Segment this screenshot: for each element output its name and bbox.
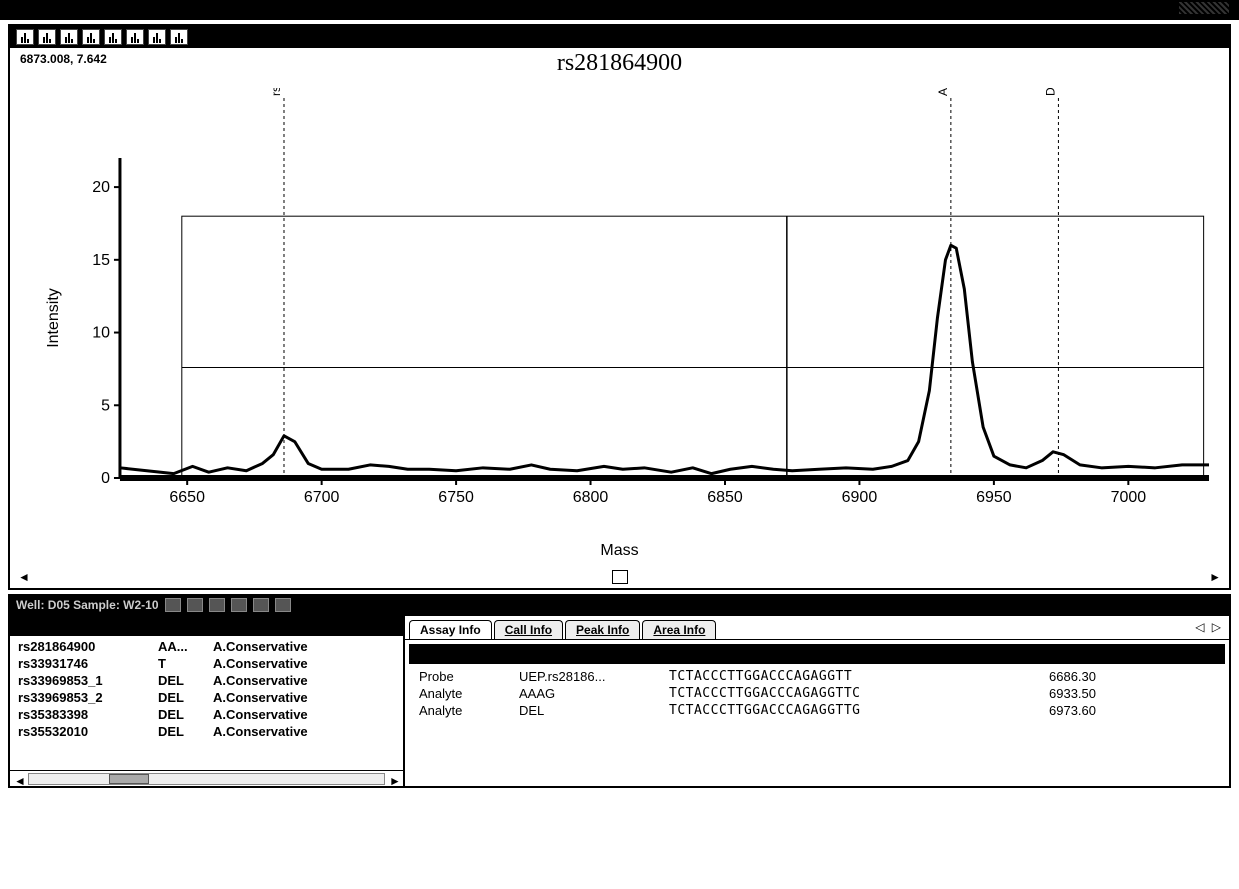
assay-table[interactable]: ProbeUEP.rs28186...TCTACCCTTGGACCCAGAGGT… bbox=[405, 664, 1229, 723]
table-row[interactable]: rs33931746TA.Conservative bbox=[14, 655, 399, 672]
well-sample-title: Well: D05 Sample: W2-10 bbox=[16, 598, 159, 612]
cursor-readout: 6873.008, 7.642 bbox=[20, 52, 107, 66]
scroll-left-icon[interactable]: ◄ bbox=[18, 570, 30, 584]
toolbar-icon[interactable] bbox=[253, 598, 269, 612]
info-tabs: Assay InfoCall InfoPeak InfoArea Info ◁ ▷ bbox=[405, 616, 1229, 640]
svg-text:15: 15 bbox=[92, 252, 110, 269]
toolbar-icon[interactable] bbox=[165, 598, 181, 612]
toolbar-icon[interactable] bbox=[148, 29, 166, 45]
toolbar-icon[interactable] bbox=[82, 29, 100, 45]
assay-table-header bbox=[409, 644, 1225, 664]
scroll-thumb[interactable] bbox=[109, 774, 149, 784]
toolbar-icon[interactable] bbox=[38, 29, 56, 45]
toolbar-icon[interactable] bbox=[126, 29, 144, 45]
svg-text:6750: 6750 bbox=[438, 489, 474, 506]
scroll-left-icon[interactable]: ◄ bbox=[14, 774, 24, 784]
toolbar-icon[interactable] bbox=[60, 29, 78, 45]
table-row[interactable]: AnalyteAAAGTCTACCCTTGGACCCAGAGGTTC6933.5… bbox=[413, 685, 1221, 702]
snp-list[interactable]: rs281864900AA...A.Conservativers33931746… bbox=[10, 636, 403, 770]
table-row[interactable]: rs33969853_2DELA.Conservative bbox=[14, 689, 399, 706]
window-title-bar bbox=[0, 0, 1239, 20]
toolbar-icon[interactable] bbox=[275, 598, 291, 612]
tab-assay-info[interactable]: Assay Info bbox=[409, 620, 492, 639]
plot[interactable]: 0 5 10 15 20 6650 6700 6750 6800 6850 6900 6950 7000… bbox=[80, 88, 1219, 518]
toolbar-icon[interactable] bbox=[231, 598, 247, 612]
toolbar-icon[interactable] bbox=[187, 598, 203, 612]
y-axis-label: Intensity bbox=[45, 288, 63, 348]
table-row[interactable]: rs33969853_1DELA.Conservative bbox=[14, 672, 399, 689]
svg-text:rs281864900: rs281864900 bbox=[269, 88, 283, 96]
svg-text:6700: 6700 bbox=[304, 489, 340, 506]
scroll-right-icon[interactable]: ► bbox=[1209, 570, 1221, 584]
svg-text:AAAG: AAAG bbox=[936, 88, 950, 96]
chart-area: 6873.008, 7.642 rs281864900 Intensity 0 5… bbox=[10, 48, 1229, 588]
table-row[interactable]: AnalyteDELTCTACCCTTGGACCCAGAGGTTG6973.60 bbox=[413, 702, 1221, 719]
snp-list-scrollbar[interactable]: ◄ ► bbox=[10, 770, 403, 786]
svg-text:6900: 6900 bbox=[842, 489, 878, 506]
svg-text:6850: 6850 bbox=[707, 489, 743, 506]
scroll-handle[interactable] bbox=[612, 570, 628, 584]
svg-text:6800: 6800 bbox=[573, 489, 609, 506]
scroll-right-icon[interactable]: ► bbox=[389, 774, 399, 784]
snp-list-header bbox=[10, 616, 403, 636]
svg-text:20: 20 bbox=[92, 179, 110, 196]
scroll-track[interactable] bbox=[28, 773, 385, 785]
table-row[interactable]: ProbeUEP.rs28186...TCTACCCTTGGACCCAGAGGT… bbox=[413, 668, 1221, 685]
tab-peak-info[interactable]: Peak Info bbox=[565, 620, 640, 639]
tab-nav-arrows[interactable]: ◁ ▷ bbox=[1195, 620, 1223, 634]
svg-text:6650: 6650 bbox=[169, 489, 205, 506]
details-titlebar: Well: D05 Sample: W2-10 bbox=[10, 594, 1229, 616]
chart-title: rs281864900 bbox=[557, 50, 682, 77]
svg-text:10: 10 bbox=[92, 325, 110, 342]
toolbar-icon[interactable] bbox=[209, 598, 225, 612]
details-panel: Well: D05 Sample: W2-10 rs281864900AA...… bbox=[8, 594, 1231, 788]
table-row[interactable]: rs35532010DELA.Conservative bbox=[14, 723, 399, 740]
tab-area-info[interactable]: Area Info bbox=[642, 620, 716, 639]
chart-scroll-row: ◄ ► bbox=[18, 570, 1221, 584]
toolbar-icon[interactable] bbox=[104, 29, 122, 45]
spectrum-panel: 6873.008, 7.642 rs281864900 Intensity 0 5… bbox=[8, 24, 1231, 590]
x-axis-label: Mass bbox=[600, 542, 638, 560]
info-panel: Assay InfoCall InfoPeak InfoArea Info ◁ ▷… bbox=[405, 616, 1229, 786]
svg-text:5: 5 bbox=[101, 397, 110, 414]
spectrum-toolbar bbox=[10, 26, 1229, 48]
tab-call-info[interactable]: Call Info bbox=[494, 620, 563, 639]
svg-text:6950: 6950 bbox=[976, 489, 1012, 506]
svg-text:0: 0 bbox=[101, 470, 110, 487]
svg-text:DEL: DEL bbox=[1043, 88, 1057, 96]
svg-text:7000: 7000 bbox=[1111, 489, 1147, 506]
table-row[interactable]: rs281864900AA...A.Conservative bbox=[14, 638, 399, 655]
snp-list-panel: rs281864900AA...A.Conservativers33931746… bbox=[10, 616, 405, 786]
toolbar-icon[interactable] bbox=[170, 29, 188, 45]
table-row[interactable]: rs35383398DELA.Conservative bbox=[14, 706, 399, 723]
toolbar-icon[interactable] bbox=[16, 29, 34, 45]
